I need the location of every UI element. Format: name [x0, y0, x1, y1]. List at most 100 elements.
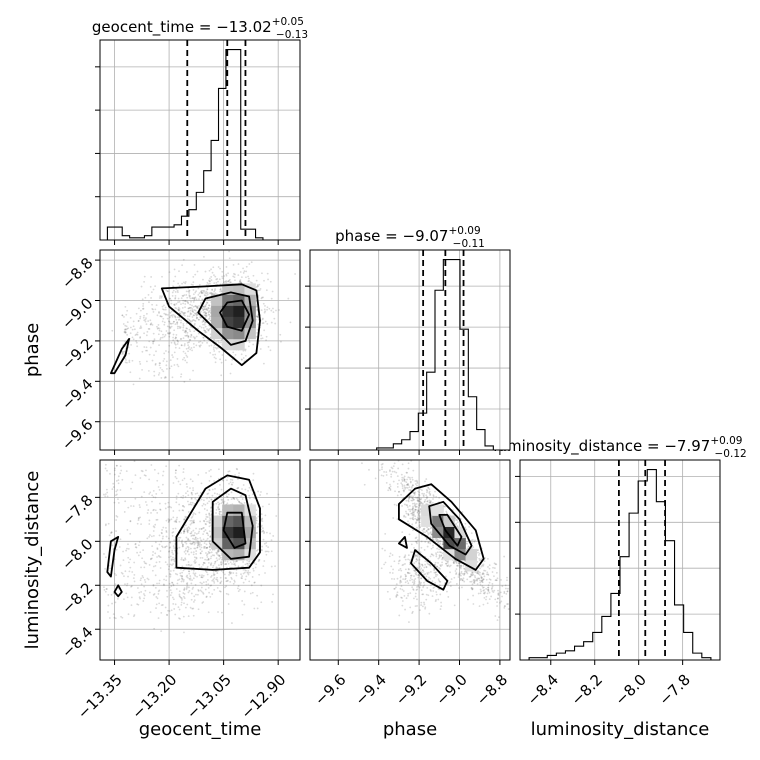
sample-point	[267, 550, 270, 553]
sample-point	[152, 530, 155, 532]
sample-point	[181, 542, 183, 544]
sample-point	[195, 344, 198, 347]
sample-point	[255, 549, 258, 552]
sample-point	[439, 540, 442, 542]
sample-point	[145, 317, 147, 320]
sample-point	[205, 312, 207, 315]
sample-point	[425, 575, 428, 578]
sample-point	[240, 276, 243, 279]
sample-point	[186, 296, 189, 299]
sample-point	[162, 526, 165, 529]
sample-point	[506, 590, 509, 593]
sample-point	[440, 554, 443, 557]
sample-point	[188, 589, 191, 592]
sample-point	[169, 331, 172, 334]
sample-point	[123, 598, 125, 600]
sample-point	[392, 568, 394, 571]
sample-point	[188, 539, 191, 542]
sample-point	[196, 316, 198, 319]
sample-point	[507, 587, 509, 590]
sample-point	[182, 497, 184, 499]
sample-point	[439, 593, 442, 596]
sample-point	[190, 492, 193, 494]
sample-point	[209, 311, 212, 314]
sample-point	[122, 559, 125, 562]
sample-point	[189, 542, 192, 545]
sample-point	[166, 563, 169, 566]
sample-point	[177, 340, 179, 343]
sample-point	[499, 591, 502, 594]
title-phase-plus: +0.09	[448, 225, 480, 237]
sample-point	[184, 495, 187, 498]
sample-point	[270, 565, 273, 568]
sample-point	[176, 516, 178, 519]
sample-point	[208, 280, 211, 283]
sample-point	[205, 580, 208, 583]
sample-point	[205, 532, 208, 534]
density-cell	[211, 305, 223, 317]
sample-point	[140, 285, 143, 288]
sample-point	[143, 560, 146, 563]
sample-point	[244, 348, 247, 351]
sample-point	[210, 279, 213, 281]
sample-point	[169, 589, 172, 592]
sample-point	[173, 364, 176, 366]
sample-point	[403, 484, 406, 487]
sample-point	[506, 603, 509, 605]
sample-point	[177, 297, 180, 300]
sample-point	[420, 567, 423, 570]
sample-point	[202, 574, 205, 577]
contour-outer	[160, 283, 261, 367]
sample-point	[389, 469, 391, 472]
sample-point	[129, 371, 132, 374]
sample-point	[115, 480, 118, 482]
sample-point	[407, 462, 410, 465]
sample-point	[229, 561, 232, 564]
sample-point	[471, 583, 474, 586]
sample-point	[157, 333, 160, 336]
sample-point	[391, 572, 394, 574]
sample-point	[126, 328, 129, 330]
sample-point	[113, 469, 116, 472]
sample-point	[175, 501, 178, 504]
sample-point	[206, 308, 208, 311]
sample-point	[181, 565, 184, 568]
sample-point	[177, 480, 180, 483]
sample-point	[196, 313, 199, 316]
sample-point	[205, 315, 208, 317]
sample-point	[256, 531, 258, 534]
sample-point	[207, 279, 210, 282]
sample-point	[184, 516, 187, 519]
sample-point	[225, 266, 228, 268]
sample-point	[181, 307, 184, 309]
sample-point	[124, 500, 127, 503]
sample-point	[245, 265, 248, 268]
sample-point	[240, 502, 243, 505]
sample-point	[407, 554, 410, 557]
sample-point	[213, 290, 216, 293]
panel-border	[99, 249, 301, 451]
sample-point	[181, 282, 183, 285]
sample-point	[208, 277, 211, 280]
contour-island	[110, 338, 130, 375]
sample-point	[175, 518, 178, 521]
sample-point	[435, 495, 438, 498]
sample-point	[138, 504, 141, 506]
sample-point	[103, 589, 106, 591]
sample-point	[194, 559, 196, 562]
sample-point	[208, 282, 211, 285]
sample-point	[213, 492, 216, 495]
sample-point	[428, 490, 431, 493]
sample-point	[187, 529, 190, 532]
sample-point	[216, 551, 219, 554]
sample-point	[193, 601, 195, 603]
sample-point	[198, 298, 200, 301]
sample-point	[185, 547, 188, 550]
sample-point	[202, 336, 205, 339]
sample-point	[134, 542, 137, 545]
sample-point	[425, 566, 428, 569]
sample-point	[156, 548, 159, 551]
sample-point	[183, 593, 186, 595]
sample-point	[204, 588, 207, 591]
sample-point	[162, 470, 165, 473]
